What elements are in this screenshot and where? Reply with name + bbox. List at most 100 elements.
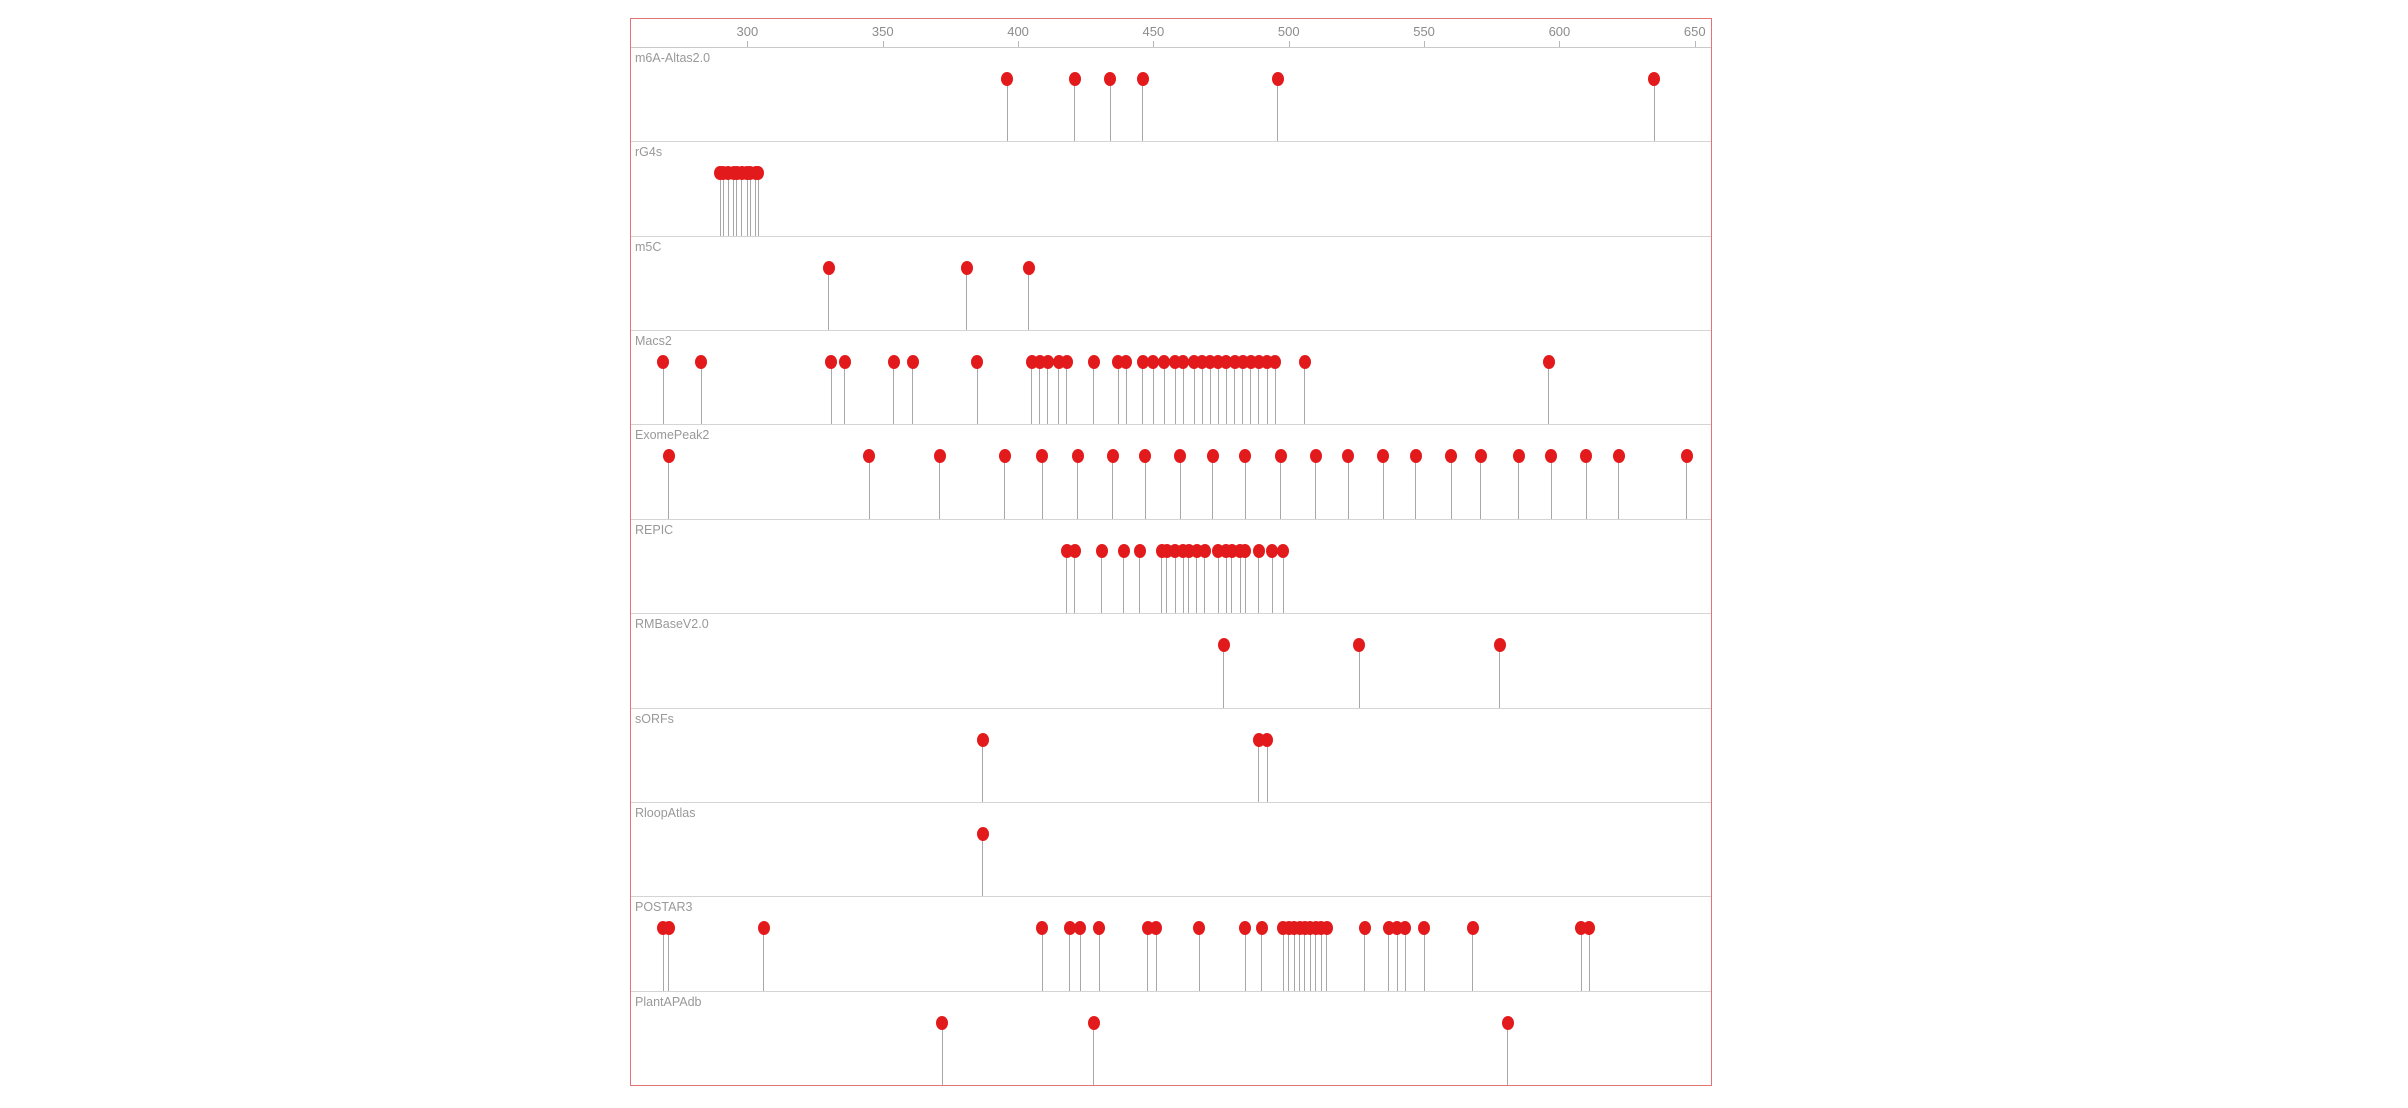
lollipop-stem	[1261, 928, 1263, 991]
lollipop-stem	[1182, 550, 1184, 614]
lollipop-stem	[1244, 928, 1246, 991]
lollipop-stem	[1031, 362, 1033, 425]
lollipop-dot	[1068, 72, 1081, 86]
lollipop-stem	[1518, 456, 1520, 519]
lollipop-stem	[912, 362, 913, 425]
track-row-repic: REPIC	[631, 520, 1711, 615]
lollipop-stem	[746, 173, 748, 236]
lollipop-stem	[1258, 550, 1260, 614]
lollipop-dot	[1252, 543, 1265, 558]
lollipop-stem	[1139, 550, 1141, 614]
axis-tick-mark	[1694, 41, 1696, 47]
track-row-exomepeak2: ExomePeak2	[631, 425, 1711, 520]
lollipop-stem	[1299, 928, 1301, 991]
lollipop-dot	[976, 732, 989, 747]
lollipop-stem	[722, 173, 724, 236]
lollipop-stem	[1250, 362, 1252, 425]
lollipop-stem	[1550, 456, 1552, 519]
track-label: PlantAPAdb	[635, 994, 702, 1009]
lollipop-dot	[1545, 449, 1558, 464]
lollipop-dot	[1320, 921, 1333, 936]
axis-tick-label: 650	[1683, 24, 1706, 39]
lollipop-stem	[1293, 928, 1295, 991]
lollipop-dot	[998, 449, 1011, 464]
lollipop-dot	[1060, 355, 1073, 370]
lollipop-stem	[1039, 362, 1041, 425]
lollipop-stem	[1244, 456, 1246, 519]
lollipop-dot	[1309, 449, 1322, 464]
track-label: RMBaseV2.0	[635, 617, 709, 632]
lollipop-stem	[736, 173, 738, 236]
lollipop-stem	[727, 173, 729, 236]
lollipop-stem	[755, 173, 756, 236]
lollipop-stem	[844, 362, 846, 425]
lollipop-stem	[1282, 550, 1284, 614]
lollipop-dot	[657, 355, 670, 370]
lollipop-stem	[1347, 456, 1349, 519]
lollipop-stem	[1188, 550, 1190, 614]
lollipop-stem	[1147, 928, 1149, 991]
lollipop-dot	[1474, 449, 1487, 464]
lollipop-stem	[1258, 362, 1260, 425]
track-label: m5C	[635, 239, 662, 254]
track-row-rg4s: rG4s	[631, 142, 1711, 237]
track-label: rG4s	[635, 145, 663, 160]
lollipop-stem	[1201, 362, 1203, 425]
lollipop-dot	[1512, 449, 1525, 464]
lollipop-dot	[1041, 355, 1054, 370]
lollipop-stem	[1047, 362, 1049, 425]
track-label: m6A-Altas2.0	[635, 51, 711, 65]
track-label: REPIC	[635, 522, 674, 537]
lollipop-dot	[1217, 638, 1230, 653]
lollipop-dot	[1206, 449, 1219, 464]
lollipop-stem	[1231, 550, 1233, 614]
lollipop-dot	[1136, 72, 1149, 86]
lollipop-dot	[1136, 355, 1149, 370]
lollipop-dot	[1418, 921, 1431, 936]
axis-tick-label: 550	[1413, 24, 1435, 39]
axis-tick-mark	[1288, 41, 1290, 47]
lollipop-stem	[1234, 362, 1236, 425]
lollipop-stem	[1196, 550, 1198, 614]
lollipop-dot	[662, 449, 675, 464]
lollipop-stem	[700, 362, 702, 425]
lollipop-dot	[752, 166, 765, 181]
lollipop-dot	[936, 1015, 949, 1030]
lollipop-dot	[933, 449, 946, 464]
lollipop-dot	[1104, 72, 1117, 86]
lollipop-dot	[825, 355, 838, 370]
lollipop-stem	[1225, 550, 1227, 614]
lollipop-stem	[1315, 456, 1317, 519]
lollipop-stem	[763, 928, 765, 991]
lollipop-stem	[1179, 456, 1181, 519]
lollipop-stem	[1282, 928, 1284, 991]
axis-tick-mark	[1424, 41, 1426, 47]
lollipop-dot	[1353, 638, 1366, 653]
lollipop-stem	[1280, 456, 1282, 519]
axis-tick-label: 600	[1548, 24, 1571, 39]
lollipop-dot	[1150, 921, 1163, 936]
axis-tick-mark	[1153, 41, 1155, 47]
lollipop-dot	[1271, 72, 1284, 86]
genome-track-chart: 300 350 400 450 500 550 600 650 m6A-Altas2.0 rG4…	[630, 18, 1712, 1086]
lollipop-dot	[1071, 449, 1084, 464]
lollipop-dot	[1583, 921, 1596, 936]
lollipop-stem	[1109, 79, 1111, 142]
lollipop-dot	[1261, 732, 1274, 747]
track-row-rloopatlas: RloopAtlas	[631, 803, 1711, 898]
lollipop-stem	[1653, 79, 1655, 142]
lollipop-stem	[1315, 928, 1317, 991]
lollipop-stem	[719, 173, 721, 236]
lollipop-dot	[1358, 921, 1371, 936]
track-label: Macs2	[635, 334, 672, 349]
track-row-postar3: POSTAR3	[631, 897, 1711, 992]
lollipop-stem	[1028, 267, 1030, 331]
lollipop-stem	[1304, 928, 1306, 991]
lollipop-dot	[838, 355, 851, 370]
lollipop-stem	[1580, 928, 1582, 991]
lollipop-stem	[1193, 362, 1195, 425]
lollipop-stem	[1686, 456, 1688, 519]
lollipop-stem	[976, 362, 978, 425]
lollipop-stem	[1217, 550, 1219, 614]
lollipop-stem	[1144, 456, 1146, 519]
